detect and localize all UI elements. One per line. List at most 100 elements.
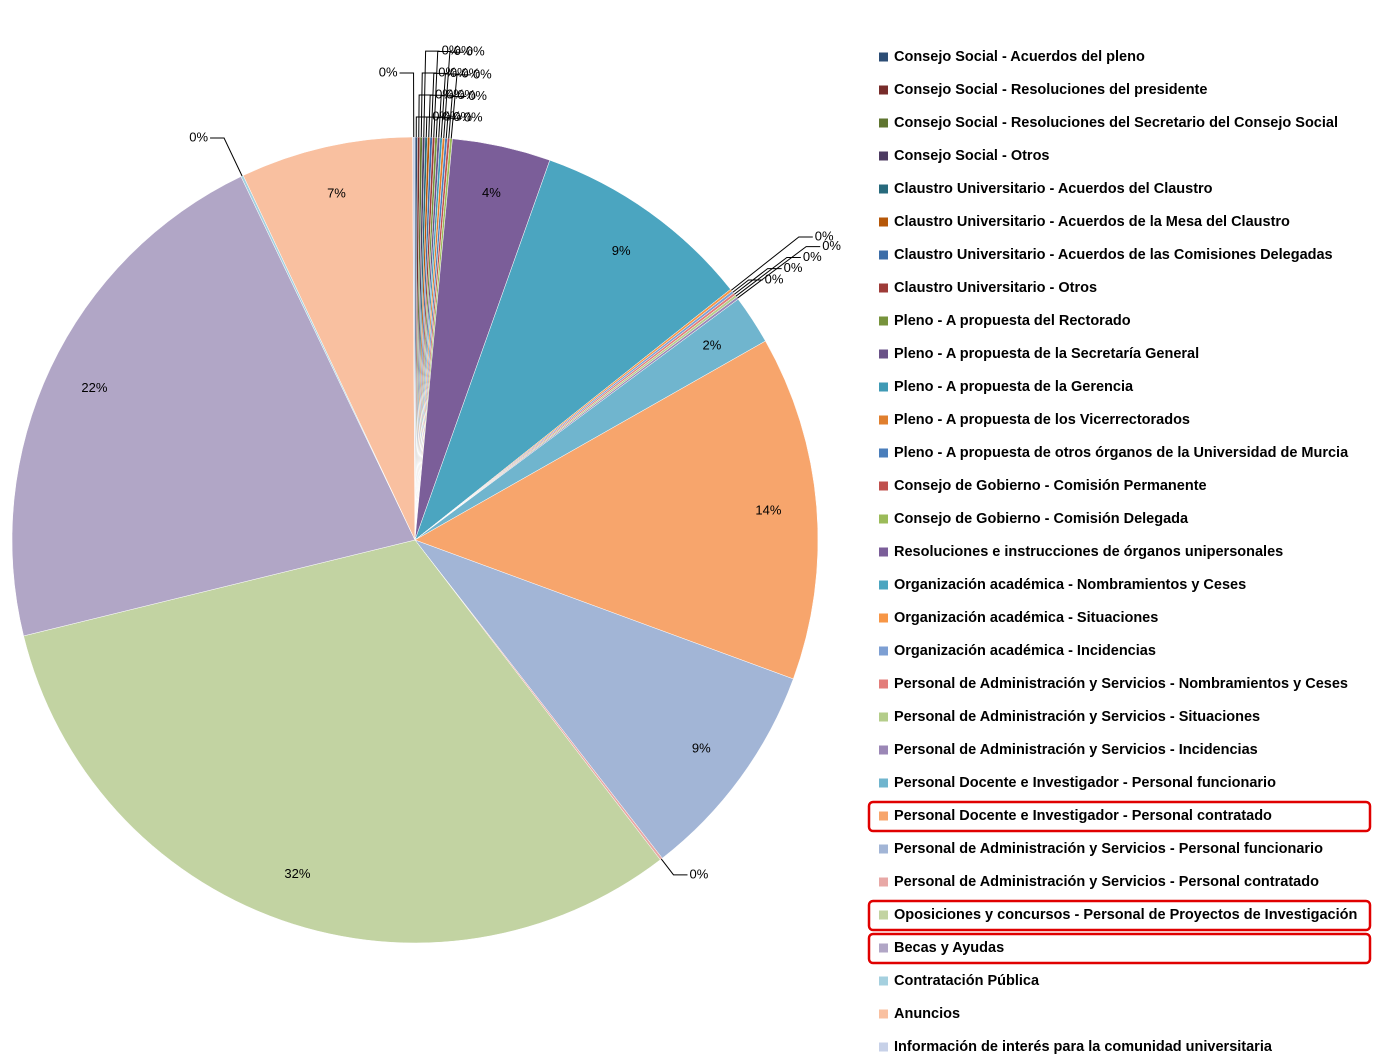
legend-swatch [879,712,888,722]
legend-swatch [879,184,888,194]
pie-slice [414,539,794,859]
legend-label: Pleno - A propuesta de la Gerencia [894,379,1134,395]
data-label: 0% [690,866,709,881]
legend-swatch [879,349,888,359]
legend-label: Claustro Universitario - Acuerdos de las… [894,247,1333,263]
leader-line [445,117,462,139]
data-label: 4% [482,185,501,200]
leader-line [440,73,460,138]
leader-line [438,95,456,138]
legend-label: Personal de Administración y Servicios -… [894,742,1258,758]
legend-label: Consejo Social - Resoluciones del presid… [894,82,1207,98]
legend-swatch [879,910,888,920]
legend-label: Personal de Administración y Servicios -… [894,874,1319,890]
data-label: 0% [438,64,457,79]
legend-label: Consejo Social - Resoluciones del Secret… [894,115,1338,131]
legend-swatch [879,646,888,656]
legend-swatch [879,85,888,95]
leader-line [430,72,448,138]
data-label: 0% [457,87,476,102]
legend-label: Organización académica - Incidencias [894,643,1156,659]
legend-label: Becas y Ayudas [894,940,1004,956]
legend-label: Información de interés para la comunidad… [894,1039,1273,1055]
data-label: 0% [435,86,454,101]
pie-slice [11,176,416,637]
legend-label: Contratación Pública [894,973,1040,989]
legend-label: Claustro Universitario - Otros [894,280,1097,296]
data-label: 0% [454,43,473,58]
legend-label: Personal Docente e Investigador - Person… [894,775,1276,791]
legend-swatch [879,250,888,260]
legend-swatch [879,1009,888,1019]
highlight-box [867,899,1372,932]
legend-label: Personal de Administración y Servicios -… [894,709,1260,725]
data-label: 0% [473,66,492,81]
data-label: 0% [468,88,487,103]
data-label: 0% [450,65,469,80]
legend-label: Personal Docente e Investigador - Person… [894,808,1272,824]
legend-swatch [879,217,888,227]
legend-swatch [879,382,888,392]
legend-swatch [879,844,888,854]
data-label: 14% [755,502,781,517]
data-label: 0% [453,109,472,124]
data-label: 0% [466,44,485,59]
leader-line [443,51,464,139]
pie-slice [242,136,416,541]
data-label: 0% [446,87,465,102]
data-label: 0% [442,43,461,58]
legend-label: Pleno - A propuesta de otros órganos de … [894,445,1349,461]
data-label: 22% [81,380,107,395]
legend-swatch [879,118,888,128]
legend-label: Resoluciones e instrucciones de órganos … [894,544,1283,560]
legend-swatch [879,943,888,953]
legend-label: Consejo de Gobierno - Comisión Delegada [894,511,1189,527]
legend-swatch [879,745,888,755]
pie-slice [412,136,416,541]
legend-swatch [879,976,888,986]
data-label: 0% [765,271,784,286]
legend-swatch [879,52,888,62]
legend-swatch [879,877,888,887]
data-label: 0% [815,228,834,243]
legend-label: Organización académica - Situaciones [894,610,1158,626]
legend-swatch [879,778,888,788]
leader-line [735,256,801,297]
legend-label: Organización académica - Nombramientos y… [894,577,1246,593]
leader-line [420,72,437,138]
highlight-boxes [867,800,1372,965]
data-label: 0% [379,64,398,79]
legend-swatch [879,481,888,491]
legend-label: Personal de Administración y Servicios -… [894,676,1348,692]
data-label: 0% [803,249,822,264]
legend-swatch [879,283,888,293]
leader-line [415,116,431,138]
legend-label: Consejo Social - Otros [894,148,1050,164]
legend-swatch [879,415,888,425]
data-label: 0% [784,260,803,275]
data-label: 7% [327,186,346,201]
data-label: 32% [284,866,310,881]
data-label: 0% [189,129,208,144]
leader-line [210,137,243,177]
legend-swatch [879,448,888,458]
legend-swatch [879,1042,888,1052]
legend-swatch [879,811,888,821]
legend-swatch [879,547,888,557]
leader-line [418,94,434,138]
leader-line [730,236,813,291]
leader-line [425,116,441,138]
leader-line [433,51,452,138]
leader-line [423,50,440,138]
legend-label: Anuncios [894,1006,960,1022]
data-label: 0% [461,65,480,80]
legend-label: Claustro Universitario - Acuerdos del Cl… [894,181,1213,197]
leader-line [428,94,445,138]
legend-swatch [879,514,888,524]
legend-swatch [879,679,888,689]
legend-swatch [879,613,888,623]
data-label: 2% [703,338,722,353]
highlight-box [867,932,1372,965]
legend-label: Personal de Administración y Servicios -… [894,841,1323,857]
